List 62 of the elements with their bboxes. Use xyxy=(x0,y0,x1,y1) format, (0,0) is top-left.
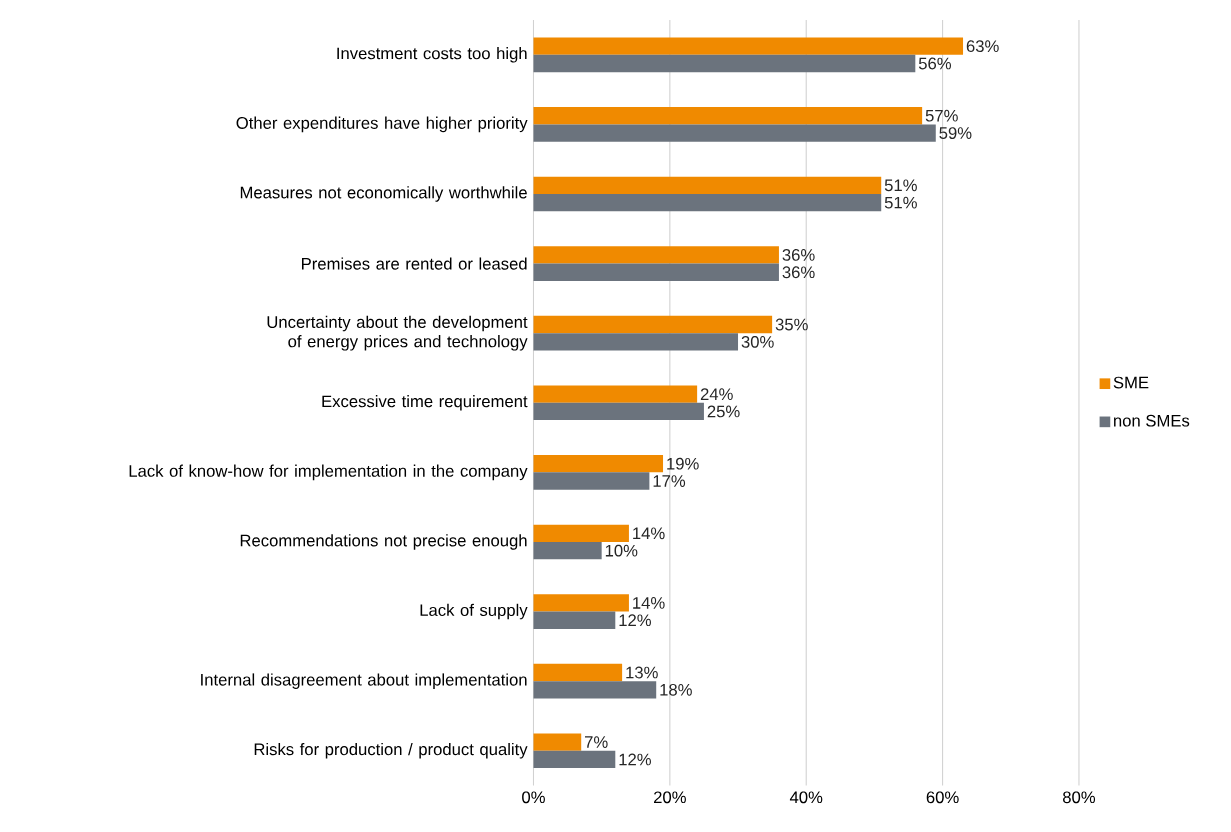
data-label: 7% xyxy=(585,736,608,748)
bar xyxy=(533,541,602,560)
y-tick-label: Uncertainty about the development of energy prices and technology xyxy=(267,315,528,351)
data-label: 51% xyxy=(884,179,917,192)
bar xyxy=(533,124,936,142)
bar xyxy=(533,333,739,351)
data-label: 14% xyxy=(633,596,665,609)
data-label: 12% xyxy=(619,614,651,626)
legend-label: SME xyxy=(1113,376,1149,389)
y-tick-label: Lack of supply xyxy=(420,603,528,620)
data-label: 12% xyxy=(619,753,651,766)
y-tick-label: Other expenditures have higher priority xyxy=(236,116,528,133)
x-tick-label: 0% xyxy=(522,791,545,804)
bar xyxy=(533,263,779,281)
data-label: 59% xyxy=(939,127,972,139)
bar xyxy=(533,246,779,264)
bar xyxy=(533,524,629,542)
data-label: 30% xyxy=(741,335,774,348)
y-tick-label: Excessive time requirement xyxy=(322,394,528,411)
bar xyxy=(533,402,704,421)
bar xyxy=(533,594,629,612)
y-tick-label: Lack of know-how for implementation in the company xyxy=(129,464,528,481)
y-tick-label: Measures not economically worthwhile xyxy=(240,186,527,202)
bar xyxy=(533,454,664,473)
bar xyxy=(533,176,882,194)
data-label: 24% xyxy=(700,388,733,400)
bar xyxy=(533,750,616,768)
data-label: 35% xyxy=(775,318,808,331)
data-label: 63% xyxy=(966,40,999,52)
bar xyxy=(533,315,773,334)
bar xyxy=(533,54,916,73)
data-label: 36% xyxy=(782,266,815,279)
x-tick-label: 40% xyxy=(789,791,823,804)
y-tick-label: Recommendations not precise enough xyxy=(240,534,527,550)
y-tick-label: Investment costs too high xyxy=(337,46,527,63)
bar xyxy=(533,193,882,212)
data-label: 13% xyxy=(626,666,658,679)
data-label: 14% xyxy=(633,527,665,540)
bar xyxy=(533,611,616,629)
data-label: 17% xyxy=(653,475,686,487)
bar xyxy=(533,681,657,699)
data-label: 57% xyxy=(925,109,958,122)
bar xyxy=(533,733,582,751)
x-tick-label: 80% xyxy=(1063,791,1096,804)
y-tick-label: Premises are rented or leased xyxy=(301,257,527,270)
bar xyxy=(533,663,623,682)
y-tick-label: Risks for production / product quality xyxy=(254,742,528,759)
data-label: 36% xyxy=(782,248,815,261)
data-label: 25% xyxy=(707,405,740,418)
x-tick-label: 60% xyxy=(926,791,959,804)
bar xyxy=(533,472,650,490)
data-label: 56% xyxy=(918,57,952,70)
data-label: 51% xyxy=(884,196,917,209)
x-tick-label: 20% xyxy=(654,791,686,804)
bar xyxy=(533,385,698,403)
data-label: 19% xyxy=(667,457,699,470)
data-label: 10% xyxy=(605,544,638,557)
bar xyxy=(533,106,923,125)
bar xyxy=(533,37,964,55)
y-tick-label: Internal disagreement about implementation xyxy=(201,673,527,689)
data-label: 18% xyxy=(660,683,692,696)
legend-label: non SMEs xyxy=(1114,414,1190,427)
